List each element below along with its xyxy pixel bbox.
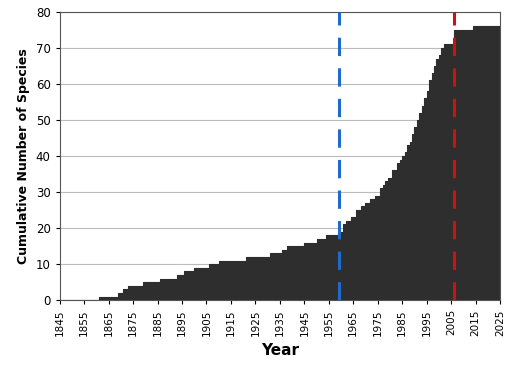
Y-axis label: Cumulative Number of Species: Cumulative Number of Species bbox=[17, 48, 30, 264]
X-axis label: Year: Year bbox=[261, 343, 299, 357]
